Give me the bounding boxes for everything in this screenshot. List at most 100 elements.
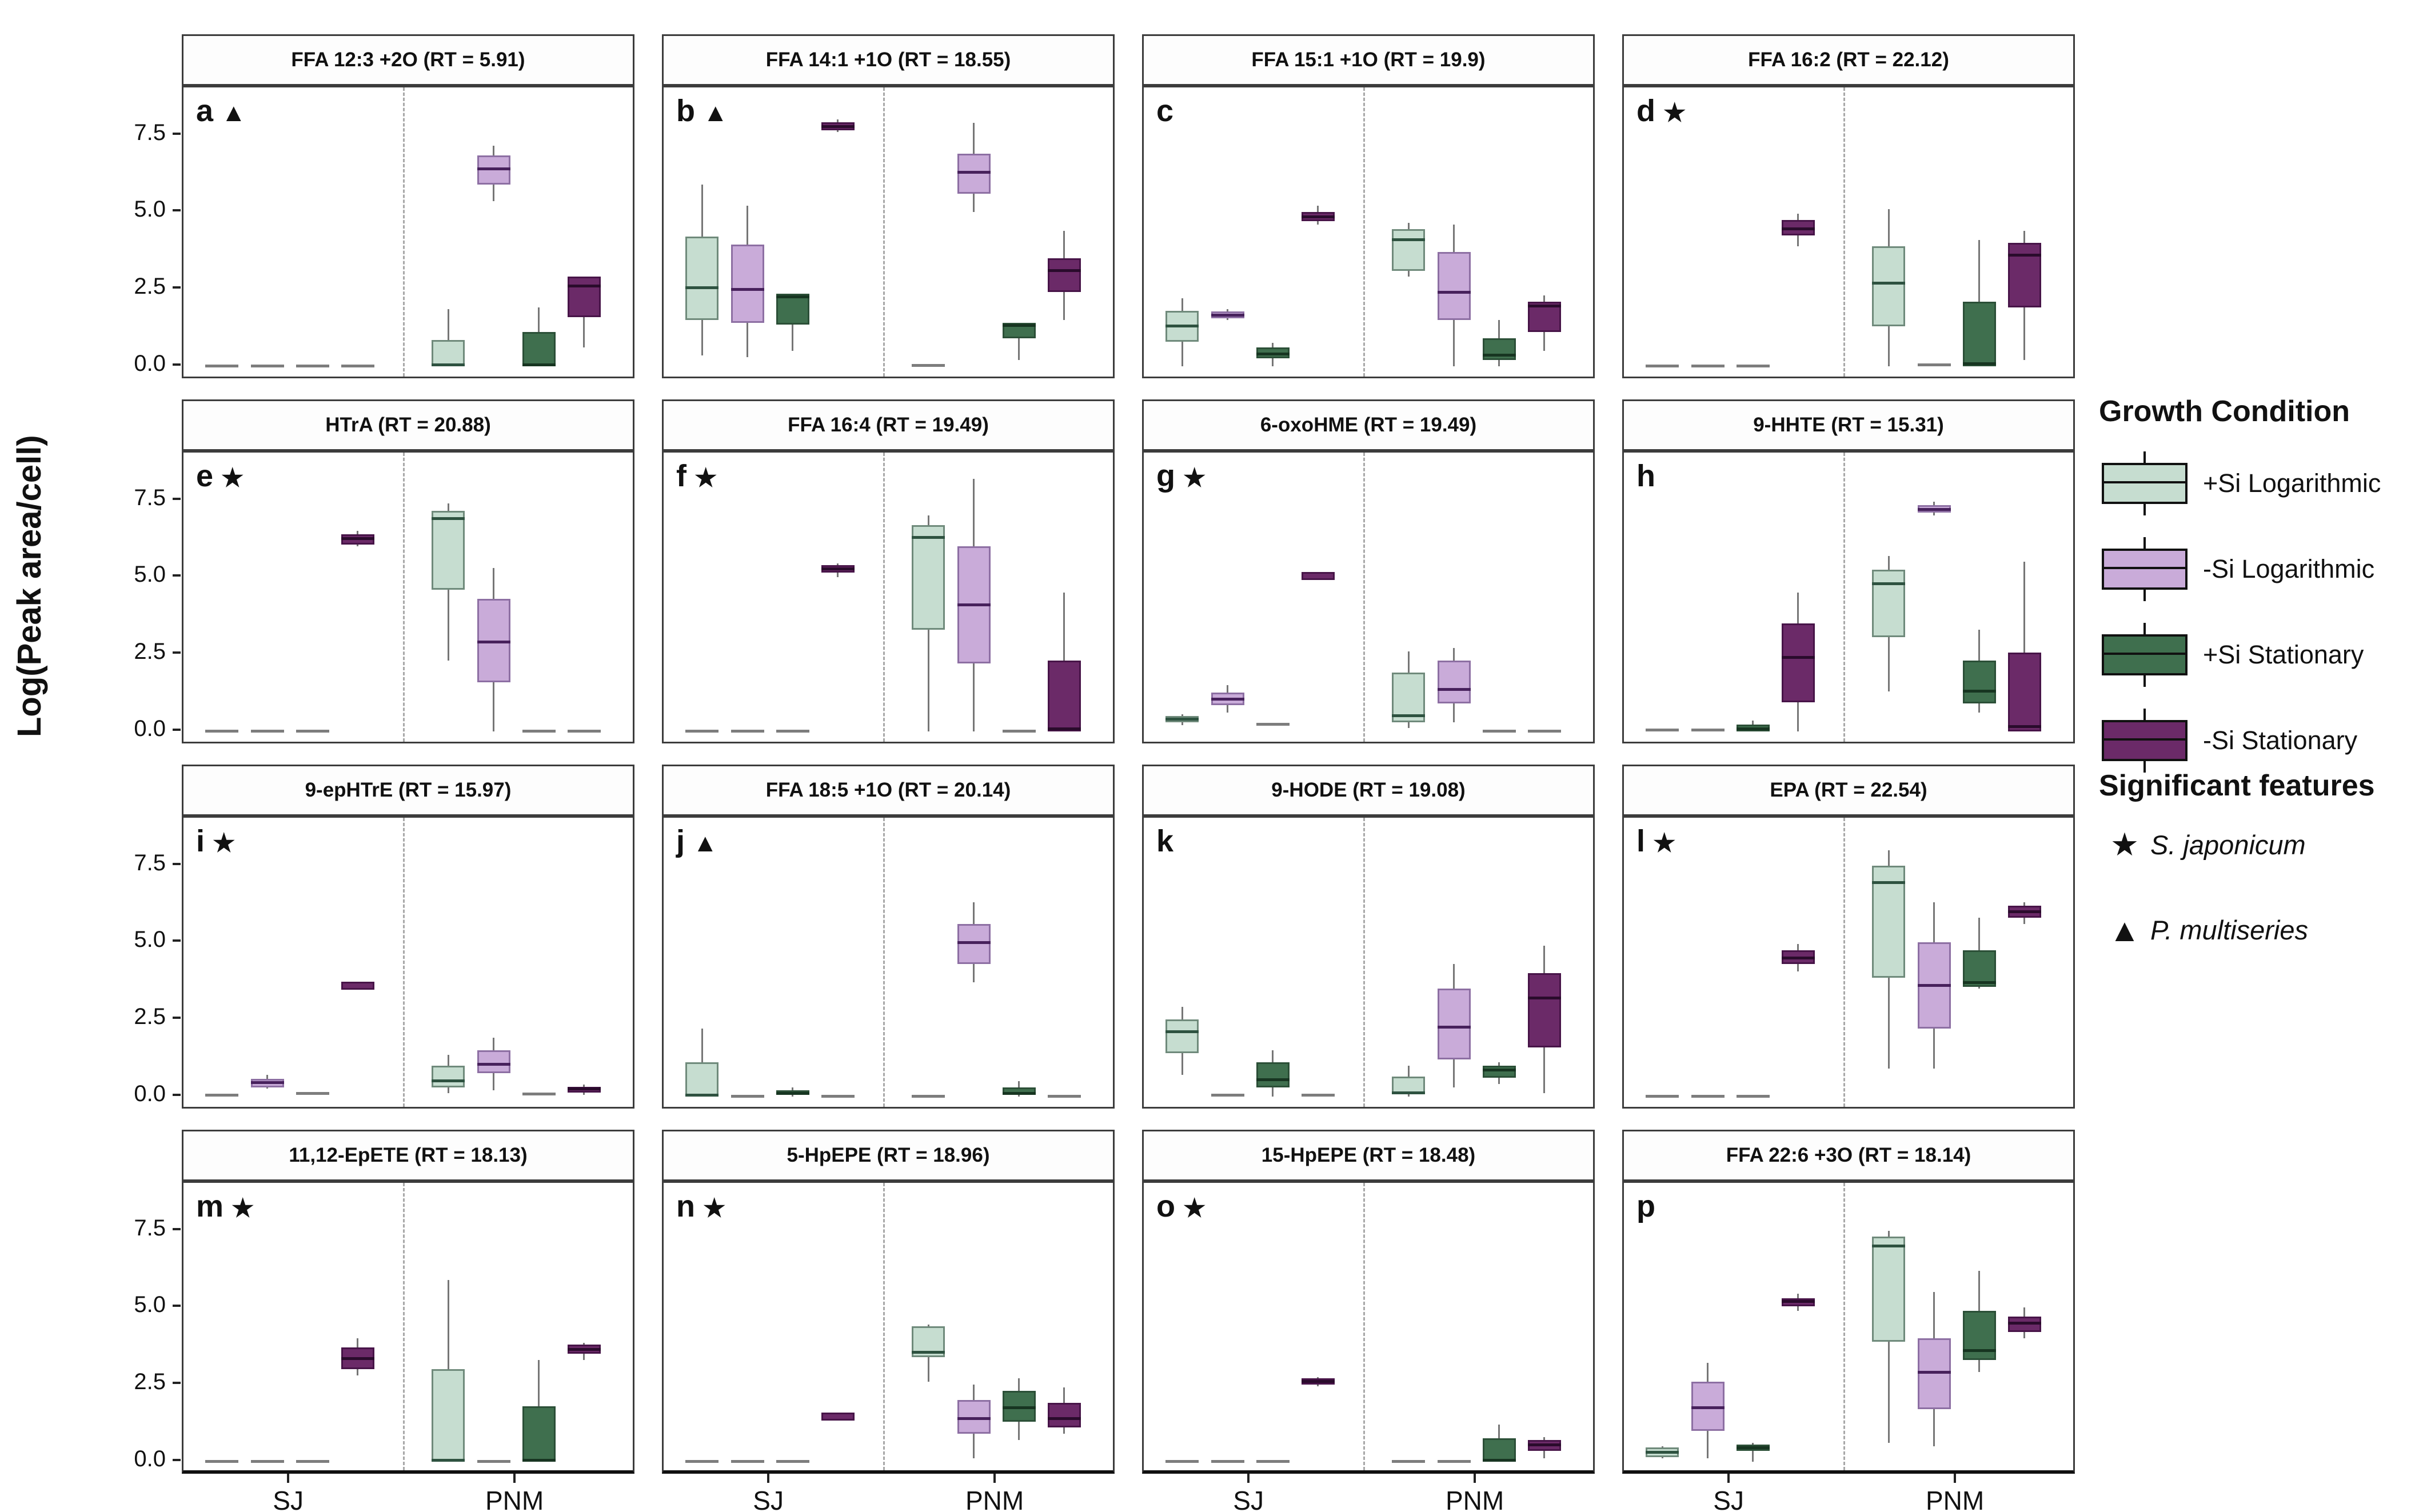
flat-zero-line--Si Logarithmic <box>731 1095 764 1098</box>
median-line-+Si Logarithmic <box>432 1458 465 1462</box>
star-icon: ★ <box>2110 826 2139 862</box>
significance-star-icon: ★ <box>231 1194 254 1222</box>
y-tick-label: 2.5 <box>134 1004 166 1029</box>
flat-zero-line--Si Logarithmic <box>250 365 284 368</box>
panel-letter: g ★ <box>1156 459 1206 493</box>
panel-letter: h <box>1636 459 1655 493</box>
flat-zero-line-+Si Logarithmic <box>912 1095 945 1098</box>
panel-k: 9-HODE (RT = 19.08) k <box>1142 765 1595 1109</box>
panel-title-strip: 11,12-EpETE (RT = 18.13) <box>182 1130 634 1181</box>
median-line--Si Stationary <box>567 285 601 288</box>
group-divider-line <box>403 1183 405 1470</box>
median-line-+Si Stationary <box>1482 354 1516 357</box>
median-line--Si Logarithmic <box>1211 697 1244 701</box>
legend-boxplot-icon <box>2099 537 2190 601</box>
box-+Si Stationary <box>1002 1390 1036 1422</box>
y-tick-mark <box>173 1382 181 1384</box>
flat-zero-line--Si Logarithmic <box>250 730 284 733</box>
flat-zero-line--Si Logarithmic <box>1691 1095 1725 1098</box>
legend-item-label: -Si Stationary <box>2203 726 2358 755</box>
significance-triangle-icon: ▲ <box>693 829 718 857</box>
x-group-label-PNM: PNM <box>485 1486 544 1512</box>
box-+Si Stationary <box>1962 1310 1996 1360</box>
y-axis-title: Log(Peak area/cell) <box>11 435 48 737</box>
panel-letter: m ★ <box>196 1189 254 1223</box>
panel-title: 9-HHTE (RT = 15.31) <box>1753 414 1944 436</box>
median-line--Si Stationary <box>1301 215 1335 218</box>
panel-title: FFA 12:3 +2O (RT = 5.91) <box>291 49 525 71</box>
median-line--Si Logarithmic <box>1437 290 1471 294</box>
box-+Si Logarithmic <box>432 1065 465 1087</box>
median-line-+Si Stationary <box>1002 323 1036 327</box>
median-line--Si Logarithmic <box>957 1417 991 1420</box>
box--Si Stationary <box>2007 1317 2041 1333</box>
panel-c: FFA 15:1 +1O (RT = 19.9) c <box>1142 34 1595 378</box>
panel-plot-area: a ▲ <box>182 86 634 378</box>
flat-zero-line--Si Logarithmic <box>1917 363 1951 366</box>
panel-title: FFA 16:2 (RT = 22.12) <box>1748 49 1949 71</box>
box--Si Stationary <box>1047 660 1081 731</box>
y-tick-mark <box>173 1458 181 1461</box>
y-tick-label: 5.0 <box>134 197 166 222</box>
median-line-+Si Stationary <box>1962 1349 1996 1353</box>
box-+Si Logarithmic <box>432 1369 465 1462</box>
panel-a: FFA 12:3 +2O (RT = 5.91) a ▲ 0.0 2.5 5.0 7.5 <box>134 34 634 378</box>
flat-zero-line-+Si Logarithmic <box>205 730 239 733</box>
box-+Si Stationary <box>522 332 556 366</box>
x-group-label-SJ: SJ <box>753 1486 784 1512</box>
panel-g: 6-oxoHME (RT = 19.49) g ★ <box>1142 399 1595 743</box>
flat-zero-line--Si Logarithmic <box>1691 365 1725 368</box>
x-tick-mark <box>1474 1474 1476 1483</box>
median-line--Si Stationary <box>1781 227 1815 231</box>
median-line--Si Stationary <box>341 537 374 541</box>
x-tick-mark <box>993 1474 996 1483</box>
legend-median-line <box>2102 481 2188 483</box>
legend-box-swatch <box>2102 463 2188 504</box>
median-line--Si Logarithmic <box>1691 1406 1725 1409</box>
collapsed-box--Si Stationary <box>341 981 374 990</box>
x-group-label-PNM: PNM <box>965 1486 1024 1512</box>
significance-star-icon: ★ <box>1653 829 1676 857</box>
y-tick-mark <box>173 574 181 577</box>
y-tick-label: 5.0 <box>134 1292 166 1318</box>
panel-b: FFA 14:1 +1O (RT = 18.55) b ▲ <box>662 34 1115 378</box>
significance-star-icon: ★ <box>1183 1194 1206 1222</box>
panel-title: 6-oxoHME (RT = 19.49) <box>1260 414 1477 436</box>
box-+Si Logarithmic <box>1872 865 1906 978</box>
x-tick-mark <box>287 1474 290 1483</box>
legend-item-label: +Si Stationary <box>2203 640 2364 669</box>
legend-item-label: -Si Logarithmic <box>2203 554 2375 583</box>
box--Si Stationary <box>1047 258 1081 293</box>
median-line--Si Logarithmic <box>1917 1370 1951 1374</box>
flat-zero-line--Si Logarithmic <box>1437 1460 1471 1463</box>
median-line--Si Stationary <box>1527 305 1561 308</box>
significant-feature-item: ▲ P. multiseries <box>2099 911 2308 949</box>
legend-boxplot-icon <box>2099 451 2190 515</box>
x-group-label-PNM: PNM <box>1925 1486 1985 1512</box>
x-group-label-SJ: SJ <box>1713 1486 1744 1512</box>
panel-plot-area: l ★ <box>1622 816 2075 1109</box>
median-line-+Si Stationary <box>1962 362 1996 365</box>
median-line-+Si Logarithmic <box>432 363 465 366</box>
panel-title-strip: FFA 18:5 +1O (RT = 20.14) <box>662 765 1115 816</box>
y-tick-label: 0.0 <box>134 1446 166 1471</box>
y-tick-mark <box>173 728 181 731</box>
group-divider-line <box>1843 1183 1846 1470</box>
panel-title: 15-HpEPE (RT = 18.48) <box>1261 1144 1476 1166</box>
flat-zero-line--Si Logarithmic <box>731 1460 764 1463</box>
panel-title-strip: FFA 16:4 (RT = 19.49) <box>662 399 1115 451</box>
median-line-+Si Stationary <box>522 1458 556 1462</box>
flat-zero-line-+Si Stationary <box>296 1091 329 1095</box>
median-line--Si Logarithmic <box>1917 984 1951 987</box>
species-label: P. multiseries <box>2150 915 2309 945</box>
flat-zero-line-+Si Stationary <box>1002 730 1036 733</box>
median-line--Si Logarithmic <box>1211 314 1244 317</box>
panel-plot-area: g ★ <box>1142 451 1595 743</box>
box-+Si Logarithmic <box>912 525 945 630</box>
box-+Si Logarithmic <box>1872 246 1906 326</box>
box--Si Stationary <box>1781 623 1815 702</box>
median-line--Si Stationary <box>1047 727 1081 730</box>
y-tick-label: 5.0 <box>134 927 166 953</box>
legend-median-line <box>2102 653 2188 655</box>
median-line-+Si Stationary <box>1482 1458 1516 1462</box>
